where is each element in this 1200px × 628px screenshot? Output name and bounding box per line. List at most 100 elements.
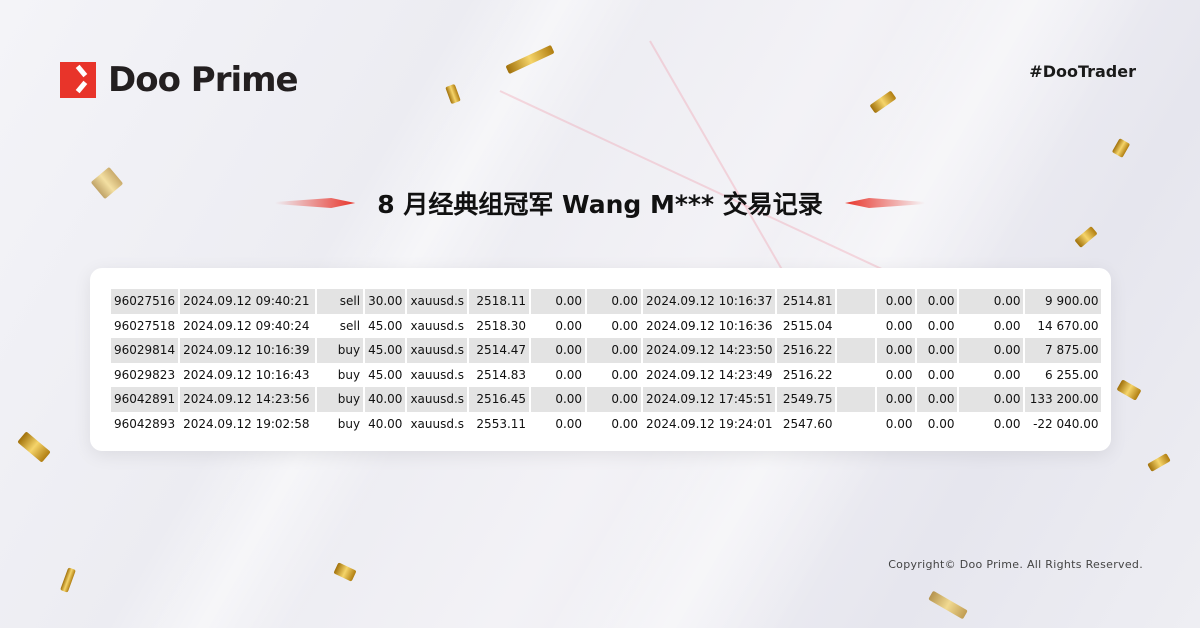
table-cell: xauusd.s — [407, 338, 468, 363]
table-cell: xauusd.s — [410, 416, 465, 431]
confetti — [505, 44, 555, 75]
table-cell: 2518.11 — [469, 289, 530, 314]
table-row: 96029814 2024.09.12 10:16:39 buy 45.00 xauus… — [111, 338, 1102, 363]
logo-text: Doo Prime — [108, 60, 299, 100]
table-cell: sell — [317, 289, 364, 314]
table-cell: 0.00 — [959, 338, 1024, 363]
doo-prime-logo: Doo Prime — [60, 60, 299, 100]
table-cell — [837, 289, 876, 314]
trade-table: 96027516 2024.09.12 09:40:21 sell 30.00 xauu… — [109, 289, 1103, 436]
table-cell: 2024.09.12 14:23:50 — [643, 338, 776, 363]
table-cell: 0.00 — [531, 387, 586, 412]
table-row: 96042893 2024.09.12 19:02:58 buy 40.00 xauus… — [111, 412, 1101, 437]
table-cell: sell — [339, 318, 361, 333]
table-cell: 0.00 — [877, 338, 916, 363]
table-cell: 2024.09.12 14:23:56 — [180, 387, 316, 412]
table-cell: 2549.75 — [777, 387, 836, 412]
table-cell: xauusd.s — [407, 387, 468, 412]
table-cell: 2024.09.12 19:02:58 — [183, 416, 310, 431]
table-cell: 96029814 — [111, 338, 179, 363]
table-cell: 0.00 — [555, 367, 583, 382]
table-cell: 0.00 — [927, 367, 955, 382]
table-cell: 2518.30 — [476, 318, 527, 333]
page-title: 8 月经典组冠军 Wang M*** 交易记录 — [377, 190, 823, 219]
table-cell: 2024.09.12 10:16:37 — [643, 289, 776, 314]
table-cell: 40.00 — [365, 387, 406, 412]
table-cell: 45.00 — [365, 338, 406, 363]
title-decoration-right — [845, 198, 925, 208]
table-cell: 0.00 — [885, 416, 913, 431]
table-cell: 0.00 — [555, 318, 583, 333]
confetti — [928, 590, 968, 620]
table-cell: 96027518 — [114, 318, 176, 333]
confetti — [445, 83, 461, 105]
table-cell: 45.00 — [368, 367, 403, 382]
table-cell: xauusd.s — [410, 367, 465, 382]
table-cell: 0.00 — [885, 367, 913, 382]
confetti — [1116, 379, 1142, 401]
table-cell: 2515.04 — [782, 318, 833, 333]
table-cell — [837, 387, 876, 412]
table-cell: 7 875.00 — [1025, 338, 1102, 363]
table-cell: 0.00 — [611, 367, 639, 382]
table-cell: 0.00 — [993, 367, 1021, 382]
title-row: 8 月经典组冠军 Wang M*** 交易记录 — [0, 185, 1200, 221]
table-cell: 96029823 — [114, 367, 176, 382]
table-cell: 2553.11 — [476, 416, 527, 431]
table-cell: 2024.09.12 09:40:24 — [183, 318, 310, 333]
table-cell: 0.00 — [885, 318, 913, 333]
confetti — [1074, 226, 1098, 248]
table-cell: 0.00 — [611, 416, 639, 431]
table-cell: 2514.47 — [469, 338, 530, 363]
table-cell: 14 670.00 — [1037, 318, 1099, 333]
table-cell: 0.00 — [917, 387, 958, 412]
table-row: 96042891 2024.09.12 14:23:56 buy 40.00 xauus… — [111, 387, 1102, 412]
table-cell: 0.00 — [959, 289, 1024, 314]
table-cell: buy — [337, 416, 361, 431]
table-cell: -22 040.00 — [1033, 416, 1099, 431]
table-cell: 6 255.00 — [1045, 367, 1099, 382]
table-cell: 2547.60 — [782, 416, 833, 431]
table-cell: 0.00 — [993, 318, 1021, 333]
table-cell: 0.00 — [587, 338, 642, 363]
logo-mark-icon — [60, 62, 96, 98]
table-cell: 2516.22 — [782, 367, 833, 382]
table-cell: 96042891 — [111, 387, 179, 412]
table-cell: 0.00 — [917, 289, 958, 314]
table-cell: 0.00 — [555, 416, 583, 431]
table-cell: 30.00 — [365, 289, 406, 314]
confetti — [17, 431, 51, 463]
confetti — [333, 562, 357, 582]
table-cell: 2516.45 — [469, 387, 530, 412]
table-cell: 96042893 — [114, 416, 176, 431]
trade-record-card: 96027516 2024.09.12 09:40:21 sell 30.00 xauu… — [90, 268, 1111, 451]
table-cell: 133 200.00 — [1025, 387, 1102, 412]
table-cell: 45.00 — [368, 318, 403, 333]
table-cell: 0.00 — [927, 416, 955, 431]
table-cell: 2514.83 — [476, 367, 527, 382]
table-cell: 2024.09.12 09:40:21 — [180, 289, 316, 314]
copyright: Copyright© Doo Prime. All Rights Reserve… — [888, 558, 1143, 571]
table-cell: 96027516 — [111, 289, 179, 314]
table-cell: buy — [317, 338, 364, 363]
table-cell: 2024.09.12 17:45:51 — [643, 387, 776, 412]
table-cell: 0.00 — [611, 318, 639, 333]
table-cell: 0.00 — [927, 318, 955, 333]
table-cell: 0.00 — [877, 387, 916, 412]
table-row: 96027516 2024.09.12 09:40:21 sell 30.00 xauu… — [111, 289, 1102, 314]
table-cell — [837, 314, 875, 339]
title-decoration-left — [275, 198, 356, 208]
table-cell: 0.00 — [993, 416, 1021, 431]
table-cell: 2024.09.12 10:16:39 — [180, 338, 316, 363]
table-cell: 40.00 — [368, 416, 403, 431]
table-cell — [837, 412, 875, 437]
table-cell: 9 900.00 — [1025, 289, 1102, 314]
table-cell: buy — [337, 367, 361, 382]
table-cell: 2024.09.12 14:23:49 — [646, 367, 773, 382]
hashtag: #DooTrader — [1029, 62, 1136, 81]
table-cell: 0.00 — [531, 289, 586, 314]
table-cell: 2024.09.12 19:24:01 — [646, 416, 773, 431]
table-cell: 2024.09.12 10:16:36 — [646, 318, 773, 333]
table-cell: 2516.22 — [777, 338, 836, 363]
